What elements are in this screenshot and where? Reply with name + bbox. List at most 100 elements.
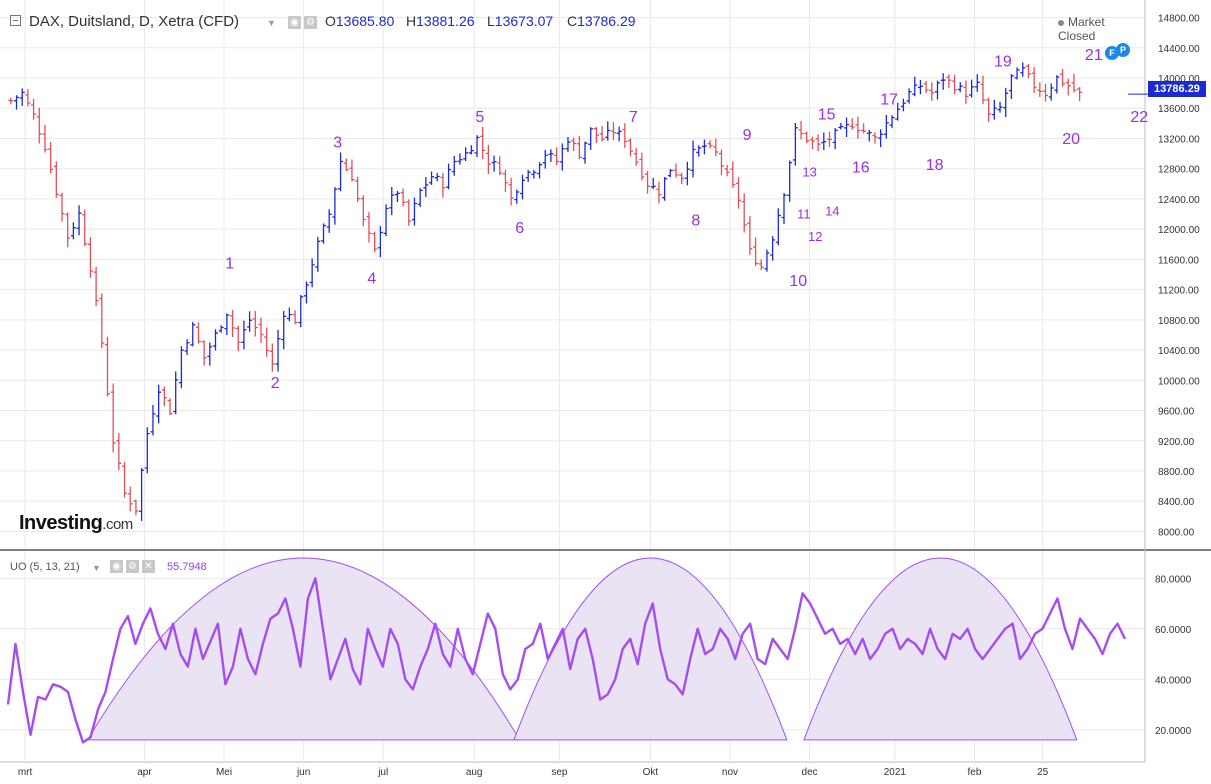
ohlc-bar (235, 325, 241, 352)
ohlc-bar (315, 236, 321, 272)
ohlc-bar (110, 383, 116, 453)
ohlc-bar (593, 126, 599, 144)
time-tick-label: sep (551, 767, 568, 778)
ohlc-bar (463, 147, 469, 162)
ohlc-bar (372, 231, 378, 253)
wave-label: 19 (994, 54, 1012, 71)
ohlc-bar (701, 139, 707, 155)
time-tick-label: nov (722, 767, 738, 778)
ohlc-bar (167, 398, 173, 416)
ohlc-bar (491, 155, 497, 172)
eye-icon[interactable]: ◉ (288, 16, 301, 29)
ohlc-bar (411, 197, 417, 226)
ohlc-bar (468, 145, 474, 155)
ohlc-bar (269, 343, 275, 372)
time-tick-label: aug (466, 767, 483, 778)
ohlc-bar (48, 142, 54, 174)
caret-down-icon[interactable]: ▼ (267, 18, 276, 28)
ohlc-bar (764, 249, 770, 272)
uo-tick-label: 20.0000 (1155, 726, 1192, 737)
ohlc-bar (684, 161, 690, 186)
ohlc-bar (974, 74, 980, 92)
ohlc-bar (343, 158, 349, 172)
price-tick-label: 10000.00 (1158, 376, 1200, 387)
ohlc-bar (849, 118, 855, 130)
wave-label: 21 (1085, 47, 1103, 64)
time-tick-label: feb (967, 767, 981, 778)
ohlc-bar (895, 102, 901, 121)
price-tick-label: 9600.00 (1158, 407, 1195, 418)
ohlc-bar (247, 311, 253, 332)
gear-icon[interactable]: ⚙ (304, 16, 317, 29)
ohlc-bar (309, 258, 315, 288)
ohlc-bar (298, 294, 304, 328)
ohlc-bar (963, 80, 969, 104)
ohlc-bar (775, 208, 781, 246)
ohlc-bar (1060, 68, 1066, 87)
ohlc-bar (519, 174, 525, 200)
indicator-title[interactable]: UO (5, 13, 21) (10, 561, 80, 573)
ohlc-bar (736, 177, 742, 209)
uo-tick-label: 80.0000 (1155, 574, 1192, 585)
price-tick-label: 9200.00 (1158, 437, 1195, 448)
wave-label: 10 (789, 273, 807, 290)
ohlc-bar (639, 152, 645, 181)
price-tick-label: 8000.00 (1158, 527, 1195, 538)
ohlc-bar (1020, 62, 1026, 77)
ohlc-bar (258, 317, 264, 343)
ohlc-bar (724, 164, 730, 177)
eye-icon[interactable]: ◉ (110, 560, 123, 573)
ohlc-bar (1054, 75, 1060, 94)
ohlc-high: H13881.26 (406, 13, 475, 29)
ohlc-bar (201, 340, 207, 366)
ohlc-bar (542, 149, 548, 169)
event-badge-f[interactable]: F (1105, 46, 1119, 60)
ohlc-bar (758, 259, 764, 270)
status-dot-icon (1058, 19, 1064, 26)
ohlc-bar (1043, 83, 1049, 102)
ohlc-bar (321, 223, 327, 244)
time-tick-label: jun (296, 767, 310, 778)
investing-logo: Investing.com (19, 512, 133, 534)
ohlc-bar (14, 95, 20, 110)
ohlc-bar (19, 88, 25, 106)
ohlc-bar (878, 129, 884, 148)
wave-label: 22 (1130, 109, 1148, 126)
ohlc-bar (241, 320, 247, 350)
ohlc-bar (923, 80, 929, 94)
ohlc-bar (76, 205, 82, 236)
ohlc-bar (559, 143, 565, 171)
ohlc-bar (1037, 82, 1043, 97)
ohlc-bar (213, 329, 219, 351)
ohlc-bar (65, 212, 71, 248)
ohlc-bar (565, 137, 571, 153)
ohlc-bar (1065, 78, 1071, 96)
symbol-title[interactable]: DAX, Duitsland, D, Xetra (CFD) (29, 13, 240, 30)
uo-tick-label: 60.0000 (1155, 625, 1192, 636)
event-badge-p[interactable]: P (1116, 43, 1130, 57)
ohlc-bar (485, 144, 491, 174)
ohlc-bar (1077, 87, 1083, 102)
collapse-icon[interactable] (10, 15, 21, 26)
ohlc-bar (667, 168, 673, 178)
ohlc-bar (36, 107, 42, 144)
ohlc-bar (457, 153, 463, 165)
caret-down-icon[interactable]: ▼ (92, 563, 101, 573)
ohlc-bar (1008, 74, 1014, 100)
price-tick-label: 14400.00 (1158, 44, 1200, 55)
time-tick-label: apr (137, 767, 152, 778)
time-tick-label: 2021 (884, 767, 907, 778)
price-tick-label: 11600.00 (1158, 255, 1199, 266)
ohlc-bar (218, 325, 224, 333)
close-icon[interactable]: ✕ (142, 560, 155, 573)
ohlc-bar (93, 266, 99, 307)
ohlc-bar (616, 126, 622, 142)
ohlc-bar (650, 177, 656, 190)
gear-icon[interactable]: ⚙ (126, 560, 139, 573)
ohlc-bar (366, 212, 372, 243)
price-tick-label: 12000.00 (1158, 225, 1200, 236)
ohlc-bar (25, 89, 31, 107)
ohlc-bar (645, 170, 651, 194)
ohlc-bar (446, 163, 452, 190)
ohlc-bar (832, 128, 838, 150)
